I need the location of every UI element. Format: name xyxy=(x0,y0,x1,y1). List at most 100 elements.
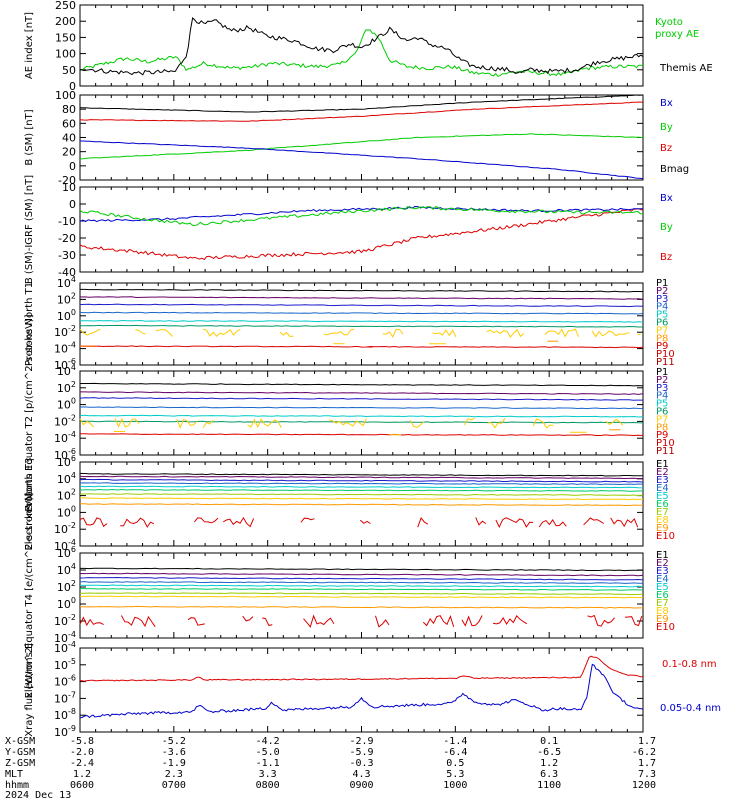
y-tick-label: 20 xyxy=(62,146,76,159)
channel-trace xyxy=(79,303,644,308)
y-axis-label: Electrons North T3 xyxy=(24,457,35,550)
footer-row-label: 2024 Dec 13 xyxy=(5,790,71,800)
footer-x-gsm-value: -4.2 xyxy=(256,736,280,747)
channel-trace xyxy=(488,418,506,429)
channel-trace xyxy=(79,328,101,336)
y-tick-label: 106 xyxy=(57,454,76,469)
footer-hhmm-value: 0900 xyxy=(349,780,373,791)
y-tick-label: 102 xyxy=(57,291,76,306)
y-tick-label: 10-4 xyxy=(54,341,76,356)
y-tick-label: 10-4 xyxy=(54,430,76,445)
y-tick-label: 10-4 xyxy=(54,630,76,645)
channel-trace xyxy=(359,519,371,524)
y-tick-label: 50 xyxy=(62,64,76,77)
channel-trace xyxy=(538,518,567,528)
legend-bx: Bx xyxy=(660,98,673,109)
y-tick-label: 10 xyxy=(62,181,76,194)
channel-trace xyxy=(475,517,487,526)
legend-channel-p8: P8 xyxy=(656,422,668,433)
channel-trace xyxy=(495,517,534,529)
footer-hhmm-value: 0700 xyxy=(162,780,186,791)
legend-channel-e8: E8 xyxy=(656,606,669,617)
legend-bz: Bz xyxy=(660,143,672,154)
y-tick-label: 80 xyxy=(62,103,76,116)
channel-trace xyxy=(80,382,644,387)
channel-trace xyxy=(422,614,455,627)
legend-channel-e4: E4 xyxy=(656,483,669,494)
dby-line xyxy=(79,205,644,226)
footer-y-gsm-value: -6.4 xyxy=(443,747,467,758)
channel-trace xyxy=(417,516,429,528)
y-tick-label: 0 xyxy=(69,198,76,211)
footer-mlt-value: 6.3 xyxy=(540,769,558,780)
footer-hhmm-value: 0600 xyxy=(70,780,94,791)
channel-trace xyxy=(79,296,644,300)
channel-trace xyxy=(79,482,644,486)
channel-trace xyxy=(79,397,643,401)
legend-channel-p5: P5 xyxy=(656,399,668,410)
footer-row-label: Z-GSM xyxy=(5,758,35,769)
y-tick-label: 0 xyxy=(69,160,76,173)
y-tick-label: -30 xyxy=(58,249,76,262)
legend-channel-p2: P2 xyxy=(656,375,668,386)
channel-trace xyxy=(464,417,475,426)
legend-channel-e3: E3 xyxy=(656,566,669,577)
legend-channel-p11: P11 xyxy=(656,446,675,457)
legend-channel-e9: E9 xyxy=(656,614,669,625)
footer-x-gsm-value: 0.1 xyxy=(540,736,558,747)
channel-trace xyxy=(79,497,644,501)
footer-x-gsm-value: -1.4 xyxy=(443,736,467,747)
y-tick-label: 10-6 xyxy=(54,674,76,689)
footer-row-label: X-GSM xyxy=(5,736,35,747)
channel-trace xyxy=(202,328,241,338)
bx-line xyxy=(80,140,644,180)
channel-trace xyxy=(544,328,580,338)
legend-channel-e5: E5 xyxy=(656,491,669,502)
y-tick-label: 10-2 xyxy=(54,413,76,428)
legend-channel-p1: P1 xyxy=(656,367,668,378)
channel-trace xyxy=(79,605,643,609)
y-tick-label: 104 xyxy=(57,562,76,577)
legend-bmag: Bmag xyxy=(660,164,689,175)
channel-trace xyxy=(79,584,644,588)
y-tick-label: 150 xyxy=(55,31,76,44)
channel-trace xyxy=(624,616,643,627)
y-tick-label: 102 xyxy=(57,579,76,594)
channel-trace xyxy=(587,614,615,627)
y-tick-label: 10-4 xyxy=(54,640,76,655)
channel-trace xyxy=(79,420,644,424)
channel-trace xyxy=(120,517,155,528)
channel-trace xyxy=(79,576,644,581)
footer-mlt-value: 3.3 xyxy=(259,769,277,780)
channel-trace xyxy=(492,615,528,625)
channel-trace xyxy=(79,472,643,477)
channel-trace xyxy=(461,615,483,627)
channel-trace xyxy=(79,517,108,528)
legend-kyoto-ae: proxy AE xyxy=(655,29,699,40)
y-axis-label: AE index [nT] xyxy=(24,12,35,79)
y-axis-label: Electrons Equator T4 [e/(cm^2-s-sr-keV)] xyxy=(24,493,35,699)
footer-y-gsm-value: -3.6 xyxy=(162,747,186,758)
bmag-line xyxy=(79,94,644,113)
channel-trace xyxy=(79,587,644,591)
y-tick-label: 10-8 xyxy=(54,707,76,722)
channel-trace xyxy=(194,517,219,524)
channel-trace xyxy=(279,331,294,338)
legend-channel-e5: E5 xyxy=(656,582,669,593)
y-tick-label: 40 xyxy=(62,132,76,145)
legend-channel-e6: E6 xyxy=(656,590,669,601)
channel-trace xyxy=(583,517,605,526)
y-tick-label: 100 xyxy=(57,308,76,323)
legend-channel-p7: P7 xyxy=(656,414,668,425)
channel-trace xyxy=(176,419,198,429)
xray-short-line xyxy=(79,663,644,719)
legend-channel-p9: P9 xyxy=(656,430,668,441)
footer-mlt-value: 5.3 xyxy=(446,769,464,780)
y-tick-label: 102 xyxy=(57,380,76,395)
y-axis-label: B (SM)-IGRF (SM) [nT] xyxy=(24,175,35,284)
y-axis-label: B (SM) [nT] xyxy=(24,109,35,165)
channel-trace xyxy=(605,418,624,426)
footer-hhmm-value: 1100 xyxy=(537,780,561,791)
channel-trace xyxy=(79,418,94,428)
